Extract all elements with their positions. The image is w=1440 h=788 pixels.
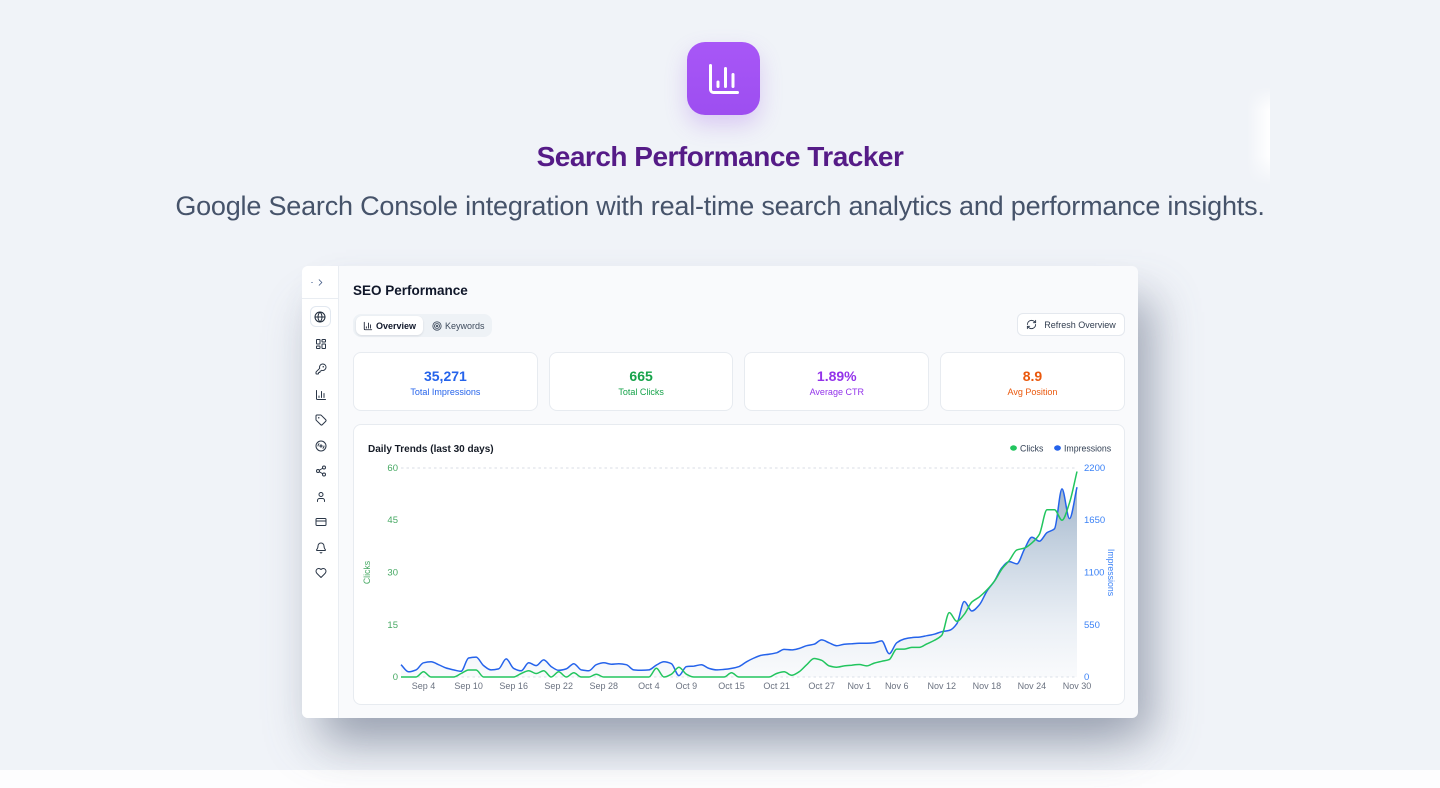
- svg-text:1100: 1100: [1084, 568, 1104, 579]
- svg-text:Impressions: Impressions: [1106, 549, 1116, 597]
- svg-text:Nov 24: Nov 24: [1018, 681, 1047, 691]
- svg-text:Oct 4: Oct 4: [638, 681, 660, 691]
- svg-text:1650: 1650: [1084, 515, 1105, 526]
- svg-text:Oct 27: Oct 27: [808, 681, 835, 691]
- svg-text:30: 30: [387, 568, 398, 579]
- svg-text:Sep 4: Sep 4: [412, 681, 436, 691]
- svg-text:0: 0: [1084, 672, 1089, 683]
- svg-text:Nov 1: Nov 1: [847, 681, 871, 691]
- svg-text:60: 60: [387, 463, 398, 474]
- svg-text:Oct 21: Oct 21: [763, 681, 790, 691]
- svg-text:550: 550: [1084, 620, 1100, 631]
- svg-text:Nov 6: Nov 6: [885, 681, 909, 691]
- svg-text:45: 45: [387, 515, 398, 526]
- svg-text:Oct 9: Oct 9: [676, 681, 698, 691]
- svg-text:Clicks: Clicks: [362, 560, 372, 584]
- svg-text:Clicks: Clicks: [1020, 444, 1044, 454]
- svg-text:Oct 15: Oct 15: [718, 681, 745, 691]
- svg-text:0: 0: [393, 672, 398, 683]
- svg-text:Sep 16: Sep 16: [499, 681, 528, 691]
- svg-text:Nov 18: Nov 18: [973, 681, 1002, 691]
- svg-text:Impressions: Impressions: [1064, 444, 1112, 454]
- svg-text:Nov 12: Nov 12: [928, 681, 957, 691]
- svg-text:15: 15: [387, 620, 398, 631]
- svg-text:Sep 22: Sep 22: [544, 681, 573, 691]
- svg-text:Nov 30: Nov 30: [1063, 681, 1092, 691]
- svg-text:Sep 10: Sep 10: [454, 681, 483, 691]
- svg-text:2200: 2200: [1084, 463, 1105, 474]
- svg-text:Daily Trends (last 30 days): Daily Trends (last 30 days): [368, 444, 494, 455]
- svg-text:Sep 28: Sep 28: [590, 681, 619, 691]
